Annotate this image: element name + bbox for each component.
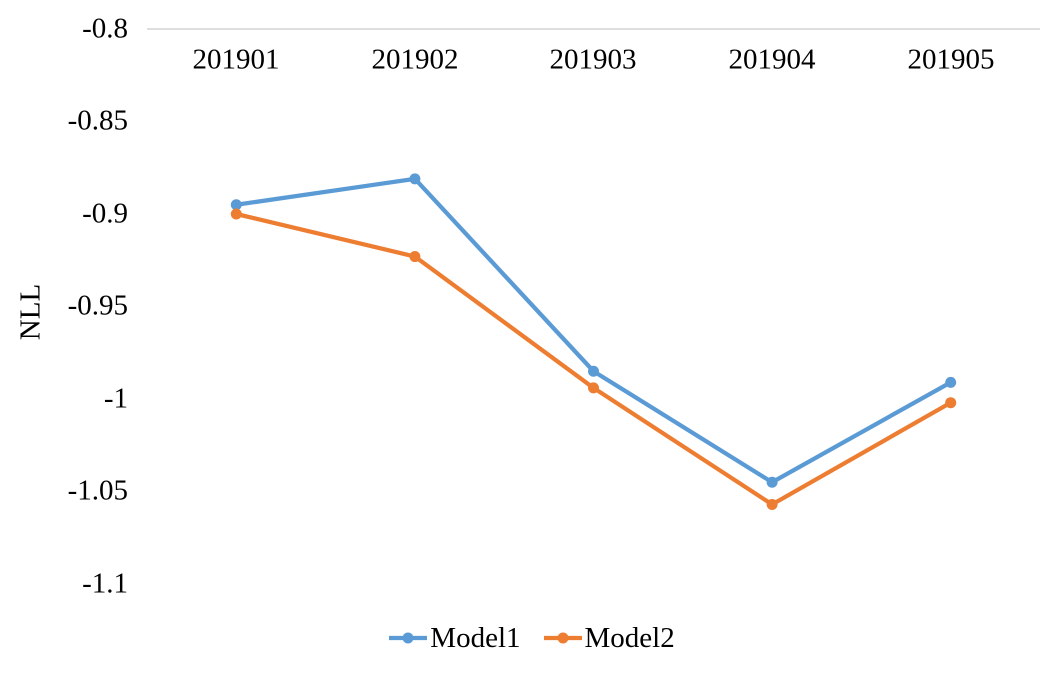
legend-item-model1: Model1	[388, 621, 521, 654]
x-category-label: 201902	[371, 43, 459, 76]
x-category-label: 201905	[907, 43, 995, 76]
chart-legend: Model1 Model2	[0, 618, 1063, 658]
x-category-label: 201904	[728, 43, 816, 76]
x-category-label: 201903	[549, 43, 637, 76]
y-tick-label: -0.9	[82, 197, 128, 230]
y-tick-label: -1.1	[82, 567, 128, 600]
y-axis-title: NLL	[14, 283, 47, 341]
y-tick-label: -0.8	[82, 12, 128, 45]
legend-item-model2: Model2	[543, 621, 675, 654]
y-tick-label: -0.95	[67, 289, 128, 322]
legend-line-marker-icon	[543, 632, 582, 644]
x-category-label: 201901	[192, 43, 280, 76]
y-tick-label: -0.85	[67, 104, 128, 137]
y-tick-label: -1.05	[67, 474, 128, 507]
legend-label: Model2	[584, 621, 675, 654]
legend-label: Model1	[430, 621, 521, 654]
legend-line-marker-icon	[389, 632, 428, 644]
y-tick-label: -1	[103, 382, 128, 415]
